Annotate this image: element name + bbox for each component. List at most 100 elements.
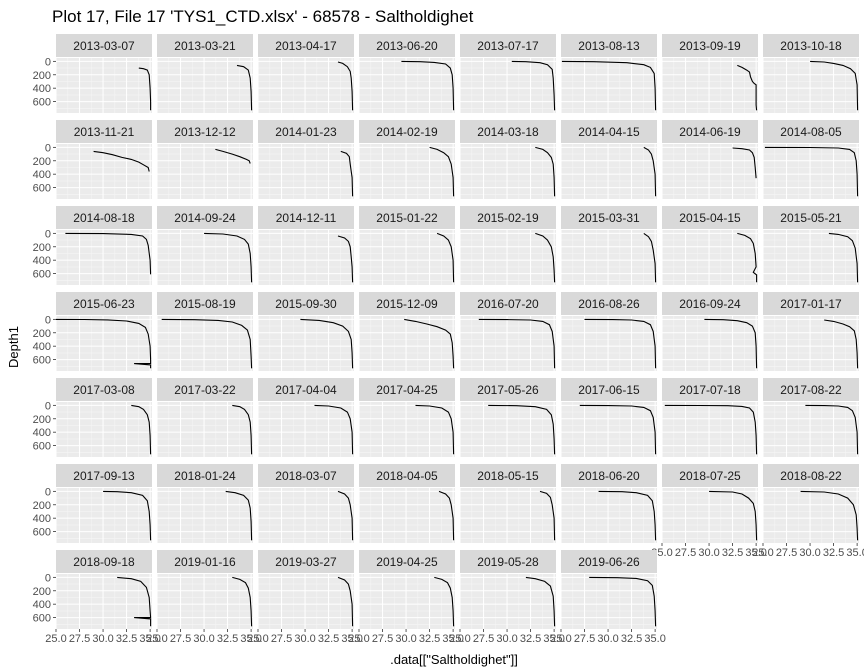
facet-strip-label: 2015-02-19 bbox=[477, 211, 539, 225]
facet-strip-label: 2017-03-08 bbox=[73, 383, 135, 397]
facet-strip bbox=[359, 550, 455, 573]
salinity-profile-line bbox=[643, 232, 657, 283]
panel-background bbox=[258, 316, 354, 371]
x-tick-label: 27.5 bbox=[69, 633, 90, 645]
panel-background bbox=[763, 488, 859, 543]
y-tick-label: 200 bbox=[33, 70, 51, 82]
facet-strip bbox=[56, 120, 152, 143]
facet-strip bbox=[359, 34, 455, 57]
x-tick-label: 25.0 bbox=[45, 633, 66, 645]
panel-background bbox=[359, 230, 455, 285]
salinity-profile-line bbox=[436, 232, 455, 283]
facet-strip bbox=[258, 206, 354, 229]
panel-background bbox=[561, 316, 657, 371]
panel-background bbox=[56, 402, 152, 457]
salinity-profile-line bbox=[300, 318, 354, 369]
x-tick-label: 25.0 bbox=[146, 633, 167, 645]
facet-strip-label: 2015-09-30 bbox=[275, 297, 337, 311]
panel-background bbox=[157, 488, 253, 543]
facet-panel: 2014-02-19 bbox=[358, 120, 455, 199]
facet-strip-label: 2015-04-15 bbox=[679, 211, 741, 225]
panel-background bbox=[56, 316, 152, 371]
facet-strip bbox=[561, 206, 657, 229]
salinity-profile-line bbox=[478, 318, 556, 369]
x-tick-label: 25.0 bbox=[348, 633, 369, 645]
y-tick-label: 200 bbox=[33, 328, 51, 340]
facet-strip bbox=[561, 378, 657, 401]
y-axis-title: Depth1 bbox=[6, 326, 21, 368]
facet-strip-label: 2018-06-20 bbox=[578, 469, 640, 483]
salinity-profile-line bbox=[535, 232, 556, 283]
facet-strip-label: 2017-07-18 bbox=[679, 383, 741, 397]
facet-strip-label: 2017-05-26 bbox=[477, 383, 539, 397]
facet-strip-label: 2013-09-19 bbox=[679, 39, 741, 53]
panel-background bbox=[561, 144, 657, 199]
salinity-profile-line bbox=[828, 232, 859, 283]
facet-strip-label: 2014-01-23 bbox=[275, 125, 337, 139]
y-tick-label: 400 bbox=[33, 255, 51, 267]
salinity-profile-line bbox=[764, 146, 859, 197]
facet-strip bbox=[460, 550, 556, 573]
facet-strip-label: 2013-07-17 bbox=[477, 39, 539, 53]
y-tick-label: 600 bbox=[33, 183, 51, 195]
salinity-profile-line bbox=[103, 490, 152, 541]
facet-strip-label: 2015-01-22 bbox=[376, 211, 438, 225]
panel-background bbox=[763, 316, 859, 371]
salinity-profile-line bbox=[131, 404, 152, 455]
facet-strip bbox=[258, 120, 354, 143]
facet-panel: 2019-06-26 25.0 27.5 30.0 32.5 35.0 bbox=[550, 550, 666, 645]
facet-panel: 2015-01-22 bbox=[358, 206, 455, 285]
panel-background bbox=[561, 488, 657, 543]
y-tick-label: 400 bbox=[33, 83, 51, 95]
facet-strip bbox=[56, 206, 152, 229]
panel-background bbox=[56, 144, 152, 199]
panel-background bbox=[56, 58, 152, 113]
facet-panel: 2018-01-24 bbox=[156, 464, 253, 543]
facet-strip-label: 2014-12-11 bbox=[276, 211, 337, 225]
panel-background bbox=[359, 402, 455, 457]
x-tick-label: 27.5 bbox=[574, 633, 595, 645]
x-axis-title: .data[["Saltholdighet"]] bbox=[390, 652, 518, 667]
facet-strip bbox=[359, 464, 455, 487]
facet-strip bbox=[157, 464, 253, 487]
facet-strip-label: 2013-03-21 bbox=[174, 39, 236, 53]
panel-background bbox=[157, 574, 253, 629]
panel-background bbox=[460, 230, 556, 285]
salinity-profile-line bbox=[236, 64, 253, 111]
facet-strip bbox=[258, 378, 354, 401]
facet-strip-label: 2018-04-05 bbox=[376, 469, 438, 483]
y-tick-label: 400 bbox=[33, 427, 51, 439]
salinity-profile-line bbox=[337, 576, 354, 627]
facet-panel: 2018-06-20 bbox=[560, 464, 657, 543]
y-tick-label: 200 bbox=[33, 156, 51, 168]
y-tick-label: 600 bbox=[33, 269, 51, 281]
y-tick-label: 0 bbox=[45, 314, 51, 326]
facet-strip bbox=[157, 120, 253, 143]
salinity-profile-line bbox=[161, 318, 253, 369]
facet-strip bbox=[561, 550, 657, 573]
x-tick-label: 30.0 bbox=[294, 633, 315, 645]
facet-panel: 2015-12-09 bbox=[358, 292, 455, 371]
x-tick-label: 35.0 bbox=[139, 633, 160, 645]
facet-panel: 2015-08-19 bbox=[156, 292, 253, 371]
facet-strip-label: 2017-08-22 bbox=[780, 383, 842, 397]
panel-background bbox=[157, 144, 253, 199]
facet-panel: 2018-04-05 bbox=[358, 464, 455, 543]
salinity-profile-line bbox=[598, 490, 657, 541]
facet-panel: 2014-01-23 bbox=[257, 120, 354, 199]
panel-background bbox=[56, 574, 152, 629]
facet-strip-label: 2019-01-16 bbox=[174, 555, 236, 569]
panel-background bbox=[561, 58, 657, 113]
panel-background bbox=[359, 488, 455, 543]
salinity-profile-line bbox=[340, 150, 354, 197]
panel-background bbox=[157, 230, 253, 285]
facet-strip bbox=[662, 464, 758, 487]
x-tick-label: 32.5 bbox=[520, 633, 541, 645]
salinity-profile-line bbox=[732, 147, 757, 179]
panel-background bbox=[561, 402, 657, 457]
panel-background bbox=[662, 316, 758, 371]
facet-strip bbox=[56, 34, 152, 57]
